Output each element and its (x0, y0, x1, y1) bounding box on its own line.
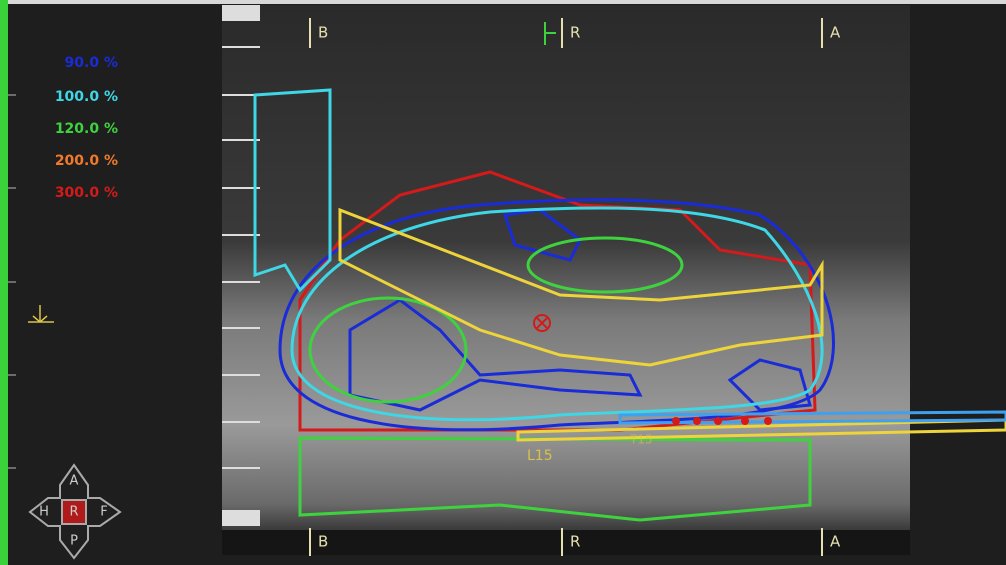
top-marker: R (570, 24, 580, 42)
legend-entry: 120.0 % (55, 121, 118, 137)
structure-label: L15 (527, 448, 553, 464)
bottom-marker: R (570, 533, 580, 551)
legend-entry: 300.0 % (55, 185, 118, 201)
legend-entry: 200.0 % (55, 153, 118, 169)
bottom-marker: A (830, 533, 841, 551)
orientation-label: H (39, 505, 49, 520)
page: 90.0 % 100.0 % 120.0 % 200.0 % 300.0 % B R A B R A… (0, 0, 1006, 565)
ruler-end (222, 5, 260, 21)
top-marker: B (318, 24, 328, 42)
ruler-end (222, 510, 260, 526)
orientation-label: P (70, 534, 78, 549)
active-border (0, 0, 8, 565)
orientation-label: F (100, 505, 107, 520)
ultrasound-image (222, 5, 910, 530)
top-marker: A (830, 24, 841, 42)
legend-entry: 100.0 % (55, 89, 118, 105)
screen: 90.0 % 100.0 % 120.0 % 200.0 % 300.0 % B R A B R A… (0, 0, 1006, 565)
orientation-label: A (70, 474, 79, 489)
bottom-marker: B (318, 533, 328, 551)
legend-entry: 90.0 % (65, 55, 118, 71)
top-border (0, 0, 1006, 4)
orientation-label: R (69, 505, 78, 520)
structure-label: T15 (629, 433, 653, 447)
